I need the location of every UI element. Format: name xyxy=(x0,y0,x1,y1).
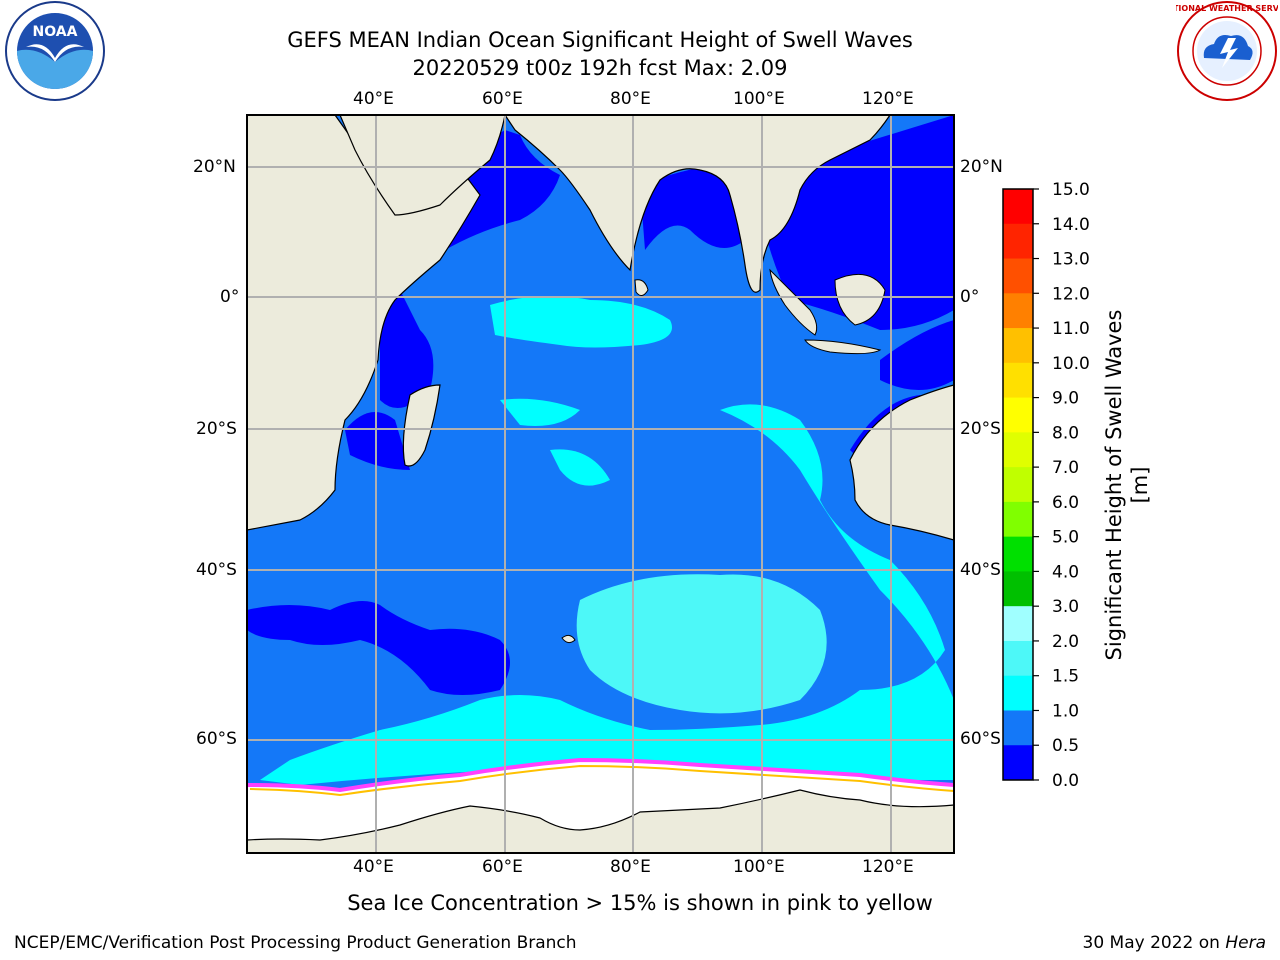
svg-text:NATIONAL WEATHER SERVICE: NATIONAL WEATHER SERVICE xyxy=(1176,4,1278,13)
land-australia xyxy=(849,384,954,541)
lat-label-left: 20°S xyxy=(196,419,237,439)
land-java xyxy=(804,339,882,355)
high-swell-region-equatorial xyxy=(490,296,672,348)
high-swell-patch-2 xyxy=(550,449,610,486)
lat-label-right: 20°N xyxy=(960,157,1003,177)
lat-label-right: 0° xyxy=(960,287,980,307)
noaa-logo: NOAA xyxy=(5,1,105,101)
lon-label-bottom: 120°E xyxy=(862,857,914,877)
footer-date-text: 30 May 2022 on xyxy=(1082,933,1226,953)
high-swell-region-mid-ocean xyxy=(260,404,954,785)
low-swell-region-mozambique xyxy=(345,412,410,470)
lat-label-left: 40°S xyxy=(196,560,237,580)
lon-label-bottom: 80°E xyxy=(610,857,651,877)
low-swell-region-indonesia xyxy=(880,320,954,390)
chart-title: GEFS MEAN Indian Ocean Significant Heigh… xyxy=(287,28,913,52)
lon-label-bottom: 60°E xyxy=(482,857,523,877)
low-swell-region-arabian-sea xyxy=(445,130,560,250)
lon-label-bottom: 40°E xyxy=(353,857,394,877)
lat-label-left: 60°S xyxy=(196,729,237,749)
lon-label-top: 80°E xyxy=(610,89,651,109)
lat-label-right: 60°S xyxy=(960,729,1001,749)
land-sumatra xyxy=(769,268,818,336)
low-swell-region-bay-of-bengal xyxy=(640,165,745,250)
sea-ice-edge xyxy=(247,757,954,793)
land-sri-lanka xyxy=(634,279,649,296)
lon-label-top: 40°E xyxy=(353,89,394,109)
lon-label-top: 100°E xyxy=(733,89,785,109)
land-madagascar xyxy=(402,384,441,467)
low-swell-region-south-west xyxy=(247,601,510,695)
footer-producer: NCEP/EMC/Verification Post Processing Pr… xyxy=(14,933,577,953)
chart-subtitle: 20220529 t00z 192h fcst Max: 2.09 xyxy=(412,56,788,80)
sea-ice-caption: Sea Ice Concentration > 15% is shown in … xyxy=(347,891,933,915)
lat-label-left: 20°N xyxy=(193,157,236,177)
high-swell-region-east-southern xyxy=(576,574,827,714)
land-india-asia xyxy=(504,115,891,293)
svg-text:NOAA: NOAA xyxy=(33,24,78,40)
footer-host: Hera xyxy=(1225,933,1266,953)
low-swell-region-somalia xyxy=(380,290,434,408)
map-gridlines xyxy=(247,115,954,853)
colorbar-label: Significant Height of Swell Waves [m] xyxy=(1102,309,1152,661)
lat-label-left: 0° xyxy=(220,287,240,307)
footer-date: 30 May 2022 on Hera xyxy=(1083,933,1267,953)
lat-label-right: 20°S xyxy=(960,419,1001,439)
land-kerguelen xyxy=(561,634,576,644)
high-swell-patch-1 xyxy=(500,398,580,426)
map-frame xyxy=(246,114,955,854)
sea-ice-edge-inner xyxy=(249,764,954,797)
national-weather-service-logo: NATIONAL WEATHER SERVICE xyxy=(1176,1,1278,101)
lon-label-top: 120°E xyxy=(862,89,914,109)
land-antarctica xyxy=(247,789,954,853)
land-borneo xyxy=(834,273,886,326)
lon-label-top: 60°E xyxy=(482,89,523,109)
lon-label-bottom: 100°E xyxy=(733,857,785,877)
low-swell-region-south-china-sea xyxy=(760,115,954,330)
lat-label-right: 40°S xyxy=(960,560,1001,580)
